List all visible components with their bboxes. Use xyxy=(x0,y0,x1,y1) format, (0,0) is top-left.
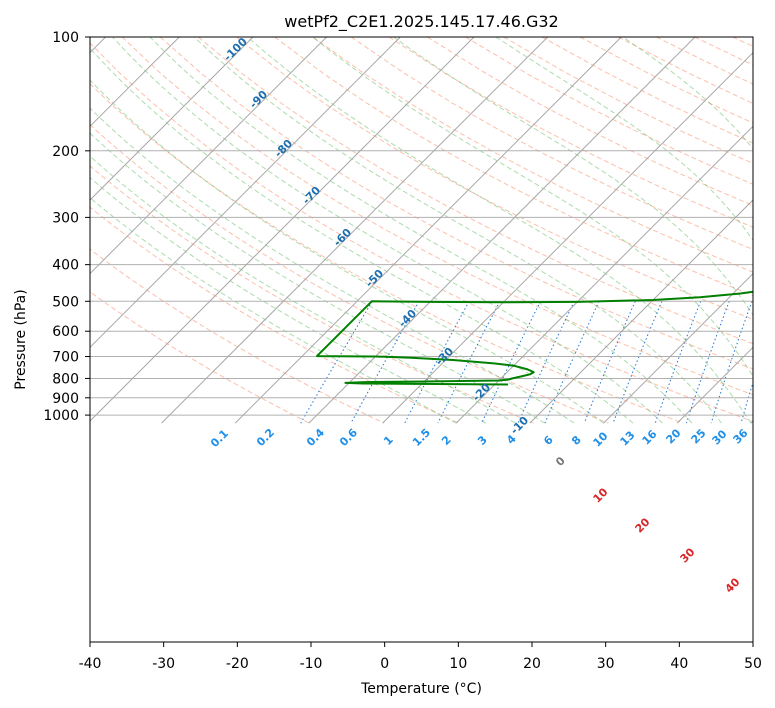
chart-title: wetPf2_C2E1.2025.145.17.46.G32 xyxy=(284,12,558,32)
dry-adiabats xyxy=(90,37,753,424)
dry-adiabat xyxy=(90,248,385,424)
mixing-ratio-line xyxy=(300,301,373,424)
moist-adiabat xyxy=(495,37,753,242)
plot-frame xyxy=(89,36,754,643)
dry-adiabat xyxy=(350,37,753,250)
y-tick-label: 200 xyxy=(52,144,79,160)
dry-adiabat xyxy=(159,37,753,370)
x-tick-label: 20 xyxy=(523,656,541,672)
isotherm xyxy=(308,37,696,424)
isotherm xyxy=(603,272,753,424)
profiles xyxy=(316,290,753,386)
isotherm xyxy=(90,37,327,275)
dry-adiabat xyxy=(90,206,460,424)
moist-adiabat xyxy=(90,107,575,424)
isotherm xyxy=(90,37,180,128)
mixing-ratio-line xyxy=(740,380,753,424)
isotherm xyxy=(676,346,753,424)
x-tick-label: -10 xyxy=(300,656,323,672)
y-tick-label: 600 xyxy=(52,324,79,340)
isotherm xyxy=(90,37,401,349)
mixing-ratio-line xyxy=(437,301,501,424)
moist-adiabat xyxy=(90,197,457,424)
plot-area: -100-90-80-70-60-50-40-30-20-100.1 0.2 0.4… xyxy=(90,37,753,596)
dewpoint-profile xyxy=(316,290,753,386)
dry-adiabat xyxy=(198,37,753,345)
moist-adiabat xyxy=(312,37,753,378)
x-tick-label: 50 xyxy=(744,656,762,672)
moist-adiabat xyxy=(90,176,486,424)
mixing-ratio-line xyxy=(544,301,600,424)
x-tick-label: -30 xyxy=(152,656,175,672)
x-tick-label: -40 xyxy=(79,656,102,672)
x-tick-label: 0 xyxy=(380,656,389,672)
isotherm xyxy=(90,37,475,422)
isotherm xyxy=(455,125,753,424)
mixing-ratio-line xyxy=(685,301,730,424)
y-tick-label: 100 xyxy=(52,30,79,46)
dry-adiabat xyxy=(90,124,609,424)
dry-adiabat xyxy=(236,37,753,320)
isotherm xyxy=(529,199,753,424)
y-tick-label: 800 xyxy=(52,372,79,388)
x-axis-label: Temperature (°C) xyxy=(360,681,482,697)
dry-adiabat xyxy=(388,37,753,228)
moist-adiabat xyxy=(193,37,722,424)
dry-adiabat xyxy=(90,291,310,424)
y-tick-label: 400 xyxy=(52,258,79,274)
y-axis-label: Pressure (hPa) xyxy=(13,289,29,389)
y-tick-label: 300 xyxy=(52,210,79,226)
mixing-ratio-line xyxy=(481,301,541,424)
y-tick-label: 500 xyxy=(52,294,79,310)
isotherm xyxy=(90,37,254,201)
isotherm xyxy=(234,37,622,424)
axes: -40 -30 -20 -10 0 10 20 30 40 50 100 200 300 400 500 60… xyxy=(43,30,762,672)
moist-adiabat xyxy=(112,37,663,424)
x-tick-label: 30 xyxy=(597,656,615,672)
dry-adiabat xyxy=(90,165,534,424)
moist-adiabat xyxy=(149,37,693,424)
mixing-ratio-line xyxy=(654,301,702,424)
dry-adiabat xyxy=(90,83,684,424)
y-tick-label: 700 xyxy=(52,350,79,366)
isotherm xyxy=(161,37,549,424)
dry-adiabat xyxy=(90,42,753,422)
y-tick-label: 1000 xyxy=(43,408,79,424)
isotherms xyxy=(90,37,753,424)
y-tick-label: 900 xyxy=(52,391,79,407)
moist-adiabat xyxy=(247,37,752,424)
x-tick-label: -20 xyxy=(226,656,249,672)
moist-adiabat xyxy=(90,132,545,424)
mixing-ratio-line xyxy=(404,301,470,424)
x-tick-label: 40 xyxy=(670,656,688,672)
x-tick-label: 10 xyxy=(449,656,467,672)
